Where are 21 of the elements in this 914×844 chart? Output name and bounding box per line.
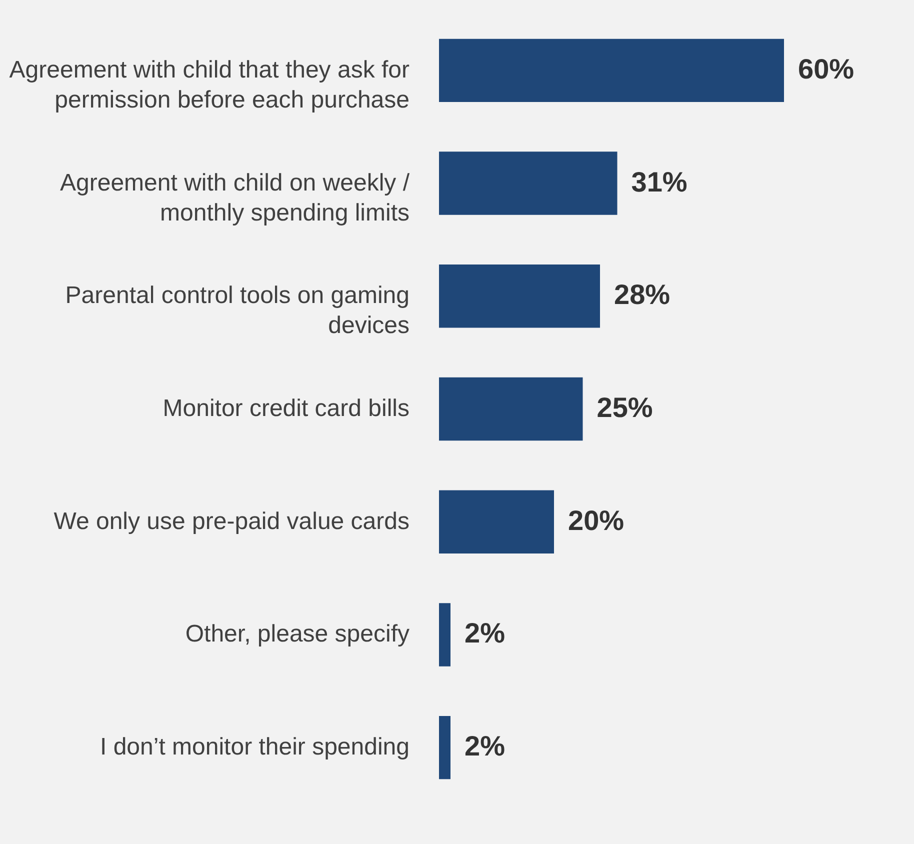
y-tick-label: Agreement with child on weekly / monthly spending limits bbox=[60, 169, 410, 226]
y-tick-label: We only use pre-paid value cards bbox=[54, 508, 410, 535]
bar bbox=[439, 38, 784, 102]
bar bbox=[439, 152, 618, 215]
data-label: 31% bbox=[631, 166, 688, 198]
y-tick-label: Monitor credit card bills bbox=[162, 395, 410, 422]
bar bbox=[439, 377, 583, 441]
y-tick-label: Agreement with child that they ask for permission before each purchase bbox=[9, 56, 410, 114]
y-tick-label: Parental control tools on gaming devices bbox=[65, 282, 410, 340]
data-label: 25% bbox=[596, 392, 653, 423]
data-label: 60% bbox=[798, 53, 854, 84]
bar bbox=[439, 603, 450, 666]
bar bbox=[439, 264, 600, 328]
data-label: 20% bbox=[568, 504, 624, 536]
y-tick-label: Other, please specify bbox=[185, 620, 410, 648]
bar bbox=[439, 490, 554, 554]
data-label: 28% bbox=[614, 279, 670, 310]
data-label: 2% bbox=[464, 618, 506, 649]
data-label: 2% bbox=[464, 730, 506, 762]
y-tick-label: I don’t monitor their spending bbox=[100, 734, 410, 761]
bar bbox=[439, 716, 450, 780]
